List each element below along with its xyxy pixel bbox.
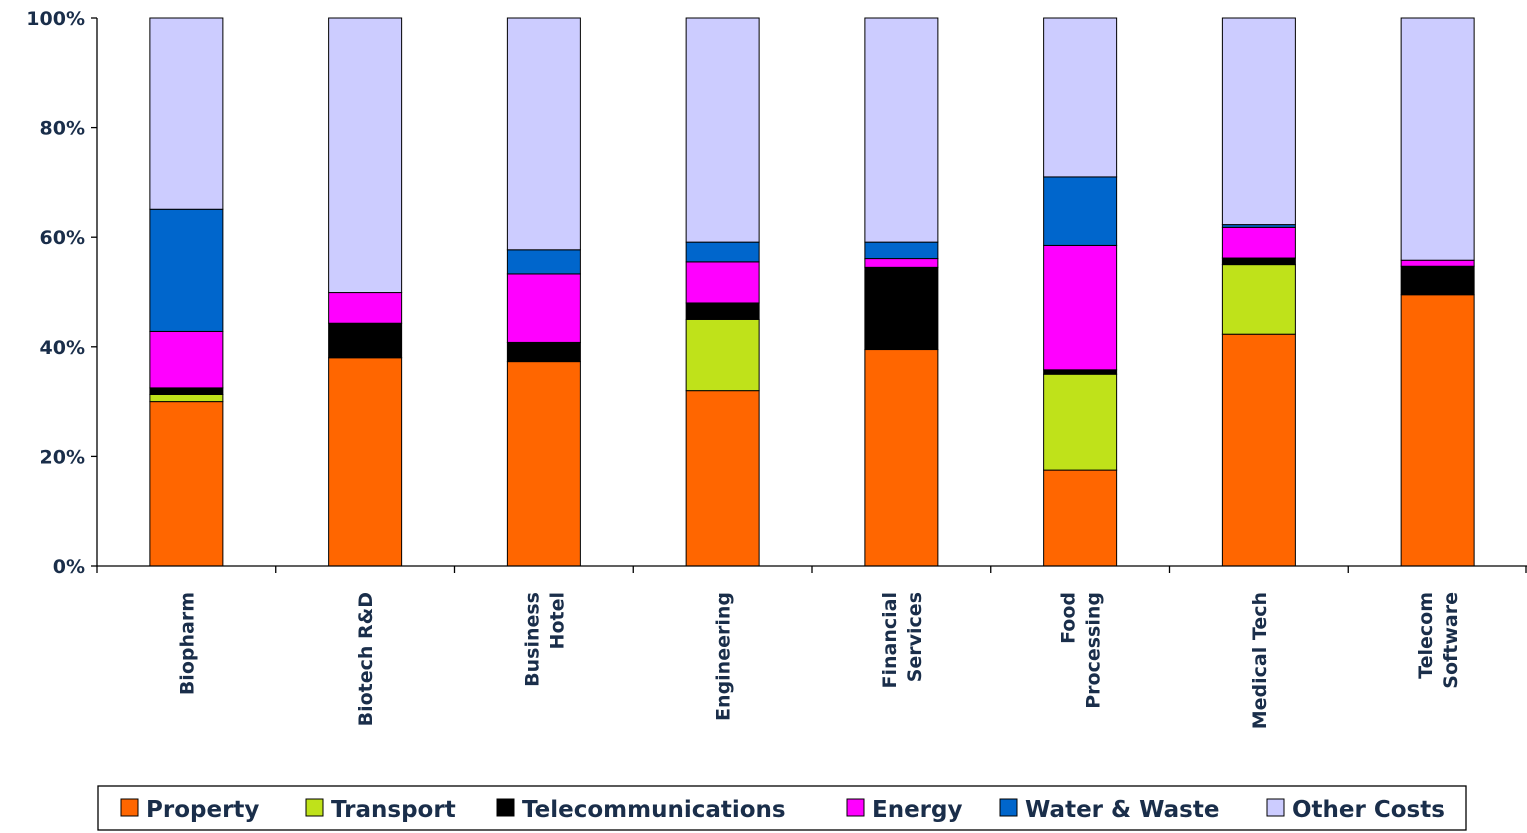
- legend: Property Transport Telecommunications Energ…: [97, 785, 1467, 831]
- y-tick-label: 60%: [40, 227, 85, 249]
- legend-swatch-telecommunications: [496, 798, 515, 817]
- bar-segment-medical-tech-property: [1221, 333, 1296, 567]
- bar-segment-financial-services-energy: [864, 258, 939, 268]
- bar-segment-biopharm-energy: [149, 330, 224, 389]
- x-tick-label-biopharm: Biopharm: [176, 592, 198, 695]
- bar-segment-food-processing-other-costs: [1043, 17, 1118, 178]
- legend-swatch-property: [120, 798, 139, 817]
- bar-segment-food-processing-telecommunications: [1043, 369, 1118, 375]
- bar-segment-business-hotel-water-and-waste: [506, 249, 581, 275]
- legend-label-telecommunications: Telecommunications: [522, 797, 786, 823]
- bar-segment-financial-services-property: [864, 349, 939, 567]
- x-axis: Biopharm Biotech R&D Business Hotel Engineer…: [96, 565, 1527, 729]
- plot-area: [149, 17, 1475, 567]
- y-tick-label: 40%: [40, 337, 85, 359]
- bar-segment-food-processing-transport: [1043, 373, 1118, 471]
- bar-segment-business-hotel-other-costs: [506, 17, 581, 251]
- x-tick-label-business-hotel: Hotel: [546, 592, 568, 649]
- legend-label-other-costs: Other Costs: [1292, 797, 1445, 823]
- bar-segment-food-processing-property: [1043, 469, 1118, 567]
- x-tick-label-biotech-randd: Biotech R&D: [355, 592, 377, 726]
- legend-box: [97, 785, 1467, 831]
- bar-segment-biotech-randd-other-costs: [328, 17, 403, 294]
- bar-segment-engineering-property: [685, 390, 760, 567]
- y-tick-label: 100%: [26, 8, 85, 30]
- bar-segment-medical-tech-energy: [1221, 226, 1296, 259]
- bar-segment-medical-tech-other-costs: [1221, 17, 1296, 226]
- x-tick-label-telecom-software: Software: [1440, 592, 1462, 689]
- legend-swatch-other-costs: [1266, 798, 1285, 817]
- x-tick-label-food-processing: Processing: [1083, 592, 1105, 709]
- bar-segment-telecom-software-energy: [1400, 259, 1475, 267]
- bar-segment-telecom-software-telecommunications: [1400, 265, 1475, 296]
- bar-segment-biotech-randd-energy: [328, 292, 403, 324]
- bar-segment-food-processing-water-and-waste: [1043, 176, 1118, 246]
- legend-swatch-energy: [846, 798, 865, 817]
- legend-swatch-transport: [305, 798, 324, 817]
- x-tick-label-food-processing: Food: [1058, 592, 1080, 644]
- legend-label-water-and-waste: Water & Waste: [1025, 797, 1219, 823]
- x-tick-label-financial-services: Financial: [879, 592, 901, 688]
- bar-segment-engineering-transport: [685, 318, 760, 392]
- bar-segment-biopharm-water-and-waste: [149, 208, 224, 332]
- x-tick-label-medical-tech: Medical Tech: [1249, 592, 1271, 729]
- bar-segment-engineering-other-costs: [685, 17, 760, 243]
- bar-segment-telecom-software-other-costs: [1400, 17, 1475, 261]
- bar-segment-medical-tech-transport: [1221, 264, 1296, 335]
- bar-segment-business-hotel-property: [506, 361, 581, 567]
- legend-label-energy: Energy: [872, 797, 962, 823]
- bar-segment-financial-services-telecommunications: [864, 266, 939, 351]
- bar-segment-biopharm-other-costs: [149, 17, 224, 210]
- bar-segment-engineering-water-and-waste: [685, 241, 760, 263]
- bar-segment-food-processing-energy: [1043, 244, 1118, 371]
- bar-segment-biopharm-transport: [149, 393, 224, 403]
- x-tick-label-business-hotel: Business: [521, 592, 543, 687]
- bar-segment-medical-tech-telecommunications: [1221, 257, 1296, 266]
- bar-segment-biotech-randd-property: [328, 357, 403, 567]
- y-tick-label: 80%: [40, 118, 85, 140]
- y-tick-label: 0%: [53, 556, 85, 578]
- y-tick-label: 20%: [40, 446, 85, 468]
- bar-segment-engineering-telecommunications: [685, 302, 760, 320]
- legend-swatch-water-and-waste: [999, 798, 1018, 817]
- x-tick-label-financial-services: Services: [904, 592, 926, 682]
- bar-segment-business-hotel-energy: [506, 273, 581, 343]
- legend-label-transport: Transport: [331, 797, 456, 823]
- bar-segment-biopharm-telecommunications: [149, 387, 224, 395]
- bar-segment-telecom-software-property: [1400, 294, 1475, 567]
- bar-segment-financial-services-water-and-waste: [864, 241, 939, 260]
- bar-segment-financial-services-other-costs: [864, 17, 939, 243]
- bar-segment-biopharm-property: [149, 401, 224, 567]
- x-tick-label-engineering: Engineering: [713, 592, 735, 721]
- legend-label-property: Property: [146, 797, 259, 823]
- bar-segment-biotech-randd-telecommunications: [328, 322, 403, 359]
- bar-segment-business-hotel-telecommunications: [506, 341, 581, 363]
- bar-segment-engineering-energy: [685, 261, 760, 304]
- y-axis: 0% 20% 40% 60% 80% 100%: [26, 8, 98, 578]
- x-tick-label-telecom-software: Telecom: [1415, 592, 1437, 679]
